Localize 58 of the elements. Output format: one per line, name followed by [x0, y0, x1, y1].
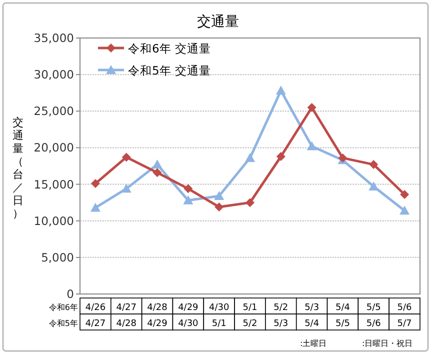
point — [214, 190, 224, 200]
y-tick-label: 0 — [66, 287, 74, 301]
point — [400, 206, 410, 215]
point — [306, 141, 317, 150]
x-tick-label: 5/3 — [304, 303, 320, 313]
y-tick-label: 35,000 — [34, 31, 74, 45]
x-tick-label: 5/1 — [242, 303, 258, 313]
text: 5/5 — [335, 319, 350, 329]
point — [276, 152, 286, 161]
point — [246, 198, 254, 208]
point — [214, 202, 224, 212]
text: 令和6年 — [48, 303, 78, 312]
y-tick-label: 30,000 — [34, 68, 74, 82]
text: 令和5年 — [48, 319, 78, 328]
x-tick-label: 4/27 — [116, 303, 136, 313]
text: 4/29 — [147, 319, 168, 329]
y-tick-label: 15,000 — [34, 177, 74, 192]
x-tick-label: 5/5 — [366, 303, 381, 313]
text: 4/28 — [116, 319, 137, 329]
x-tick-label: 4/28 — [147, 303, 168, 313]
x-tick-label: 4/26 — [85, 303, 106, 313]
text: 4/30 — [178, 319, 199, 329]
point — [245, 152, 255, 162]
point — [368, 181, 379, 190]
legend-label: 令和5年 交通量 — [128, 64, 211, 78]
x-tick-label: 4/29 — [178, 303, 199, 313]
text: 5/2 — [242, 319, 258, 329]
point — [152, 160, 162, 169]
x-tick-label: 5/4 — [335, 303, 350, 313]
point — [90, 179, 100, 188]
y-tick-label: 5,000 — [41, 250, 74, 264]
point — [183, 195, 194, 204]
text: 4/27 — [85, 319, 106, 329]
point — [152, 168, 162, 178]
chart-title: 交通量 — [197, 14, 239, 30]
point — [400, 190, 410, 200]
x-tick-label: 5/2 — [274, 303, 288, 313]
point — [307, 102, 316, 112]
point — [184, 184, 193, 194]
point — [369, 160, 378, 170]
point — [90, 202, 100, 212]
point — [122, 152, 131, 162]
y-tick-label: 25,000 — [34, 104, 74, 118]
text: :土曜日 — [300, 339, 327, 348]
text: 5/1 — [212, 319, 226, 329]
y-axis-title: 交通量（台／日） — [12, 116, 24, 220]
y-tick-label: 10,000 — [34, 214, 74, 228]
point — [121, 184, 132, 193]
x-tick-label: 5/6 — [397, 303, 412, 313]
text: 5/7 — [397, 319, 412, 329]
text: 5/3 — [274, 319, 288, 329]
x-tick-label: 4/30 — [208, 303, 230, 313]
text: 5/6 — [366, 319, 382, 329]
y-tick-label: 20,000 — [34, 140, 74, 155]
text: :日曜日・祝日 — [362, 339, 413, 348]
legend-label: 令和6年 交通量 — [128, 42, 211, 56]
text: 5/4 — [304, 319, 320, 329]
point — [276, 86, 286, 95]
